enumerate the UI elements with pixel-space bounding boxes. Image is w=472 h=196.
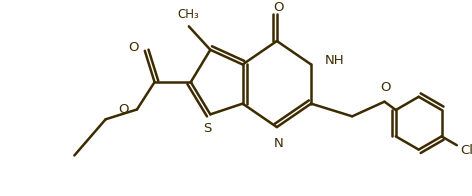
- Text: CH₃: CH₃: [177, 8, 199, 21]
- Text: O: O: [118, 103, 129, 116]
- Text: O: O: [274, 1, 284, 14]
- Text: NH: NH: [325, 54, 345, 67]
- Text: Cl: Cl: [460, 144, 472, 157]
- Text: N: N: [274, 137, 284, 150]
- Text: O: O: [380, 81, 391, 94]
- Text: O: O: [128, 41, 139, 54]
- Text: S: S: [203, 122, 211, 135]
